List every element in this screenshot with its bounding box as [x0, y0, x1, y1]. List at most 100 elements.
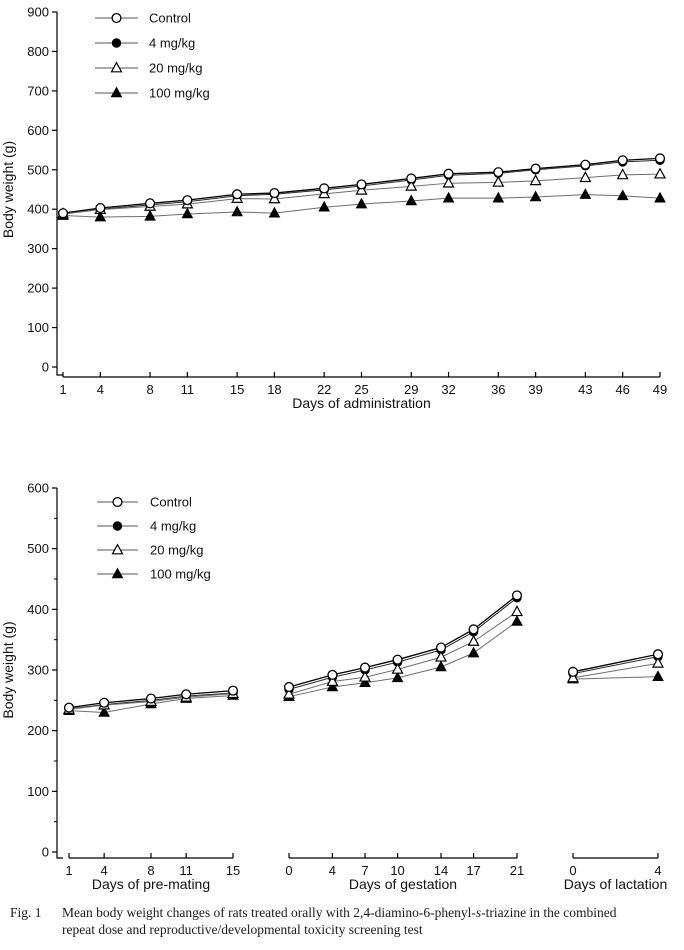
filled-triangle-marker: [579, 188, 592, 199]
series-control: [567, 649, 664, 677]
legend-label: 20 mg/kg: [149, 61, 202, 76]
open-triangle-marker: [651, 656, 665, 668]
open-circle-marker: [283, 681, 295, 693]
legend-item-20-mg-kg: 20 mg/kg: [95, 61, 202, 76]
caption-text-line2: repeat dose and reproductive/development…: [62, 922, 423, 937]
open-circle-marker: [111, 12, 122, 24]
y-tick-label: 400: [27, 602, 49, 617]
x-tick-label: 14: [434, 863, 448, 878]
caption-italic-s: s: [475, 905, 482, 920]
x-axis-segment-1: 0 4 7 10 14 17 21 Days of gestation: [285, 853, 524, 892]
x-tick-label: 0: [569, 863, 576, 878]
open-circle-marker: [181, 689, 192, 700]
legend-label: 100 mg/kg: [149, 86, 210, 101]
open-circle-marker: [57, 208, 69, 219]
series-line: [572, 656, 659, 675]
series-control: [283, 590, 523, 693]
open-circle-marker: [617, 155, 628, 166]
filled-triangle-marker: [318, 200, 331, 212]
open-triangle-marker: [467, 634, 480, 646]
open-circle-marker: [392, 654, 403, 665]
legend-item-control: Control: [97, 495, 192, 510]
filled-triangle-marker: [98, 706, 110, 717]
x-tick-label: 17: [466, 863, 480, 878]
open-circle-marker: [435, 642, 447, 653]
x-tick-label: 8: [146, 382, 153, 397]
legend-label: Control: [149, 11, 191, 26]
y-tick-label: 300: [27, 663, 49, 678]
open-triangle-marker: [529, 174, 542, 186]
x-tick-label: 7: [361, 863, 368, 878]
x-axis-title: Days of administration: [292, 395, 431, 411]
caption-line-1: Fig. 1 Mean body weight changes of rats t…: [10, 904, 678, 921]
x-axis-title: Days of lactation: [564, 876, 668, 892]
open-triangle-marker: [326, 674, 339, 686]
figure-caption: Fig. 1 Mean body weight changes of rats t…: [10, 904, 678, 938]
x-tick-label: 36: [491, 382, 505, 397]
open-triangle-marker: [442, 176, 455, 188]
open-triangle-marker: [355, 183, 368, 195]
figure-label: Fig. 1: [10, 905, 42, 920]
open-circle-marker: [443, 168, 454, 179]
x-tick-label: 46: [615, 382, 629, 397]
open-triangle-marker: [110, 61, 123, 73]
series-line: [572, 653, 659, 673]
x-tick-label: 4: [654, 863, 661, 878]
open-triangle-marker: [405, 179, 418, 191]
legend: Control 4 mg/kg 20 mg/kg 100 mg/kg: [95, 11, 210, 101]
filled-triangle-marker: [359, 676, 371, 688]
caption-part-pre: Mean body weight changes of rats treated…: [62, 905, 476, 920]
open-circle-marker: [468, 624, 479, 635]
open-circle-marker: [182, 195, 193, 206]
filled-circle-marker: [111, 38, 122, 48]
open-circle-marker: [319, 183, 330, 194]
x-tick-label: 49: [653, 382, 667, 397]
open-circle-marker: [356, 179, 367, 190]
open-triangle-marker: [358, 670, 372, 682]
open-circle-marker: [227, 685, 239, 696]
filled-triangle-marker: [435, 660, 447, 672]
open-triangle-marker: [434, 650, 448, 662]
y-axis-title: Body weight (g): [0, 621, 16, 718]
x-tick-label: 29: [404, 382, 418, 397]
legend-item-100-mg-kg: 100 mg/kg: [95, 86, 210, 101]
open-circle-marker: [654, 153, 666, 164]
open-circle-marker: [232, 189, 243, 200]
x-axis-segment-0: 1 4 8 11 15 Days of pre-mating: [65, 853, 240, 892]
open-circle-marker: [95, 202, 106, 214]
y-axis: 0 100 200 300 400 500 600: [27, 481, 63, 860]
open-circle-marker: [493, 167, 504, 178]
series-line: [288, 597, 518, 690]
x-tick-label: 39: [528, 382, 542, 397]
x-tick-label: 15: [230, 382, 244, 397]
filled-triangle-marker: [355, 197, 368, 209]
y-tick-label: 0: [42, 360, 49, 375]
filled-triangle-marker: [405, 194, 418, 206]
filled-triangle-marker: [111, 567, 124, 579]
x-tick-label: 1: [59, 382, 66, 397]
legend-item-20-mg-kg: 20 mg/kg: [97, 543, 203, 558]
x-tick-label: 4: [101, 863, 108, 878]
caption-text-line1: Mean body weight changes of rats treated…: [62, 905, 616, 920]
legend-item-4-mg-kg: 4 mg/kg: [97, 519, 196, 534]
open-triangle-marker: [653, 167, 667, 179]
legend-label: 20 mg/kg: [150, 543, 203, 558]
x-tick-label: 10: [390, 863, 404, 878]
caption-part-post: -triazine in the combined: [481, 905, 617, 920]
filled-triangle-marker: [511, 615, 523, 626]
x-tick-label: 11: [181, 382, 195, 397]
filled-triangle-marker: [181, 207, 194, 219]
open-circle-marker: [406, 173, 417, 184]
series-control: [63, 685, 239, 713]
x-axis-title: Days of pre-mating: [92, 876, 210, 892]
open-triangle-marker: [268, 192, 281, 204]
y-tick-label: 100: [27, 784, 49, 799]
series-line: [572, 662, 659, 679]
open-triangle-marker: [391, 662, 404, 674]
open-triangle-marker: [566, 671, 580, 683]
filled-triangle-marker: [144, 209, 156, 221]
x-tick-label: 4: [329, 863, 336, 878]
y-tick-label: 100: [27, 320, 49, 335]
